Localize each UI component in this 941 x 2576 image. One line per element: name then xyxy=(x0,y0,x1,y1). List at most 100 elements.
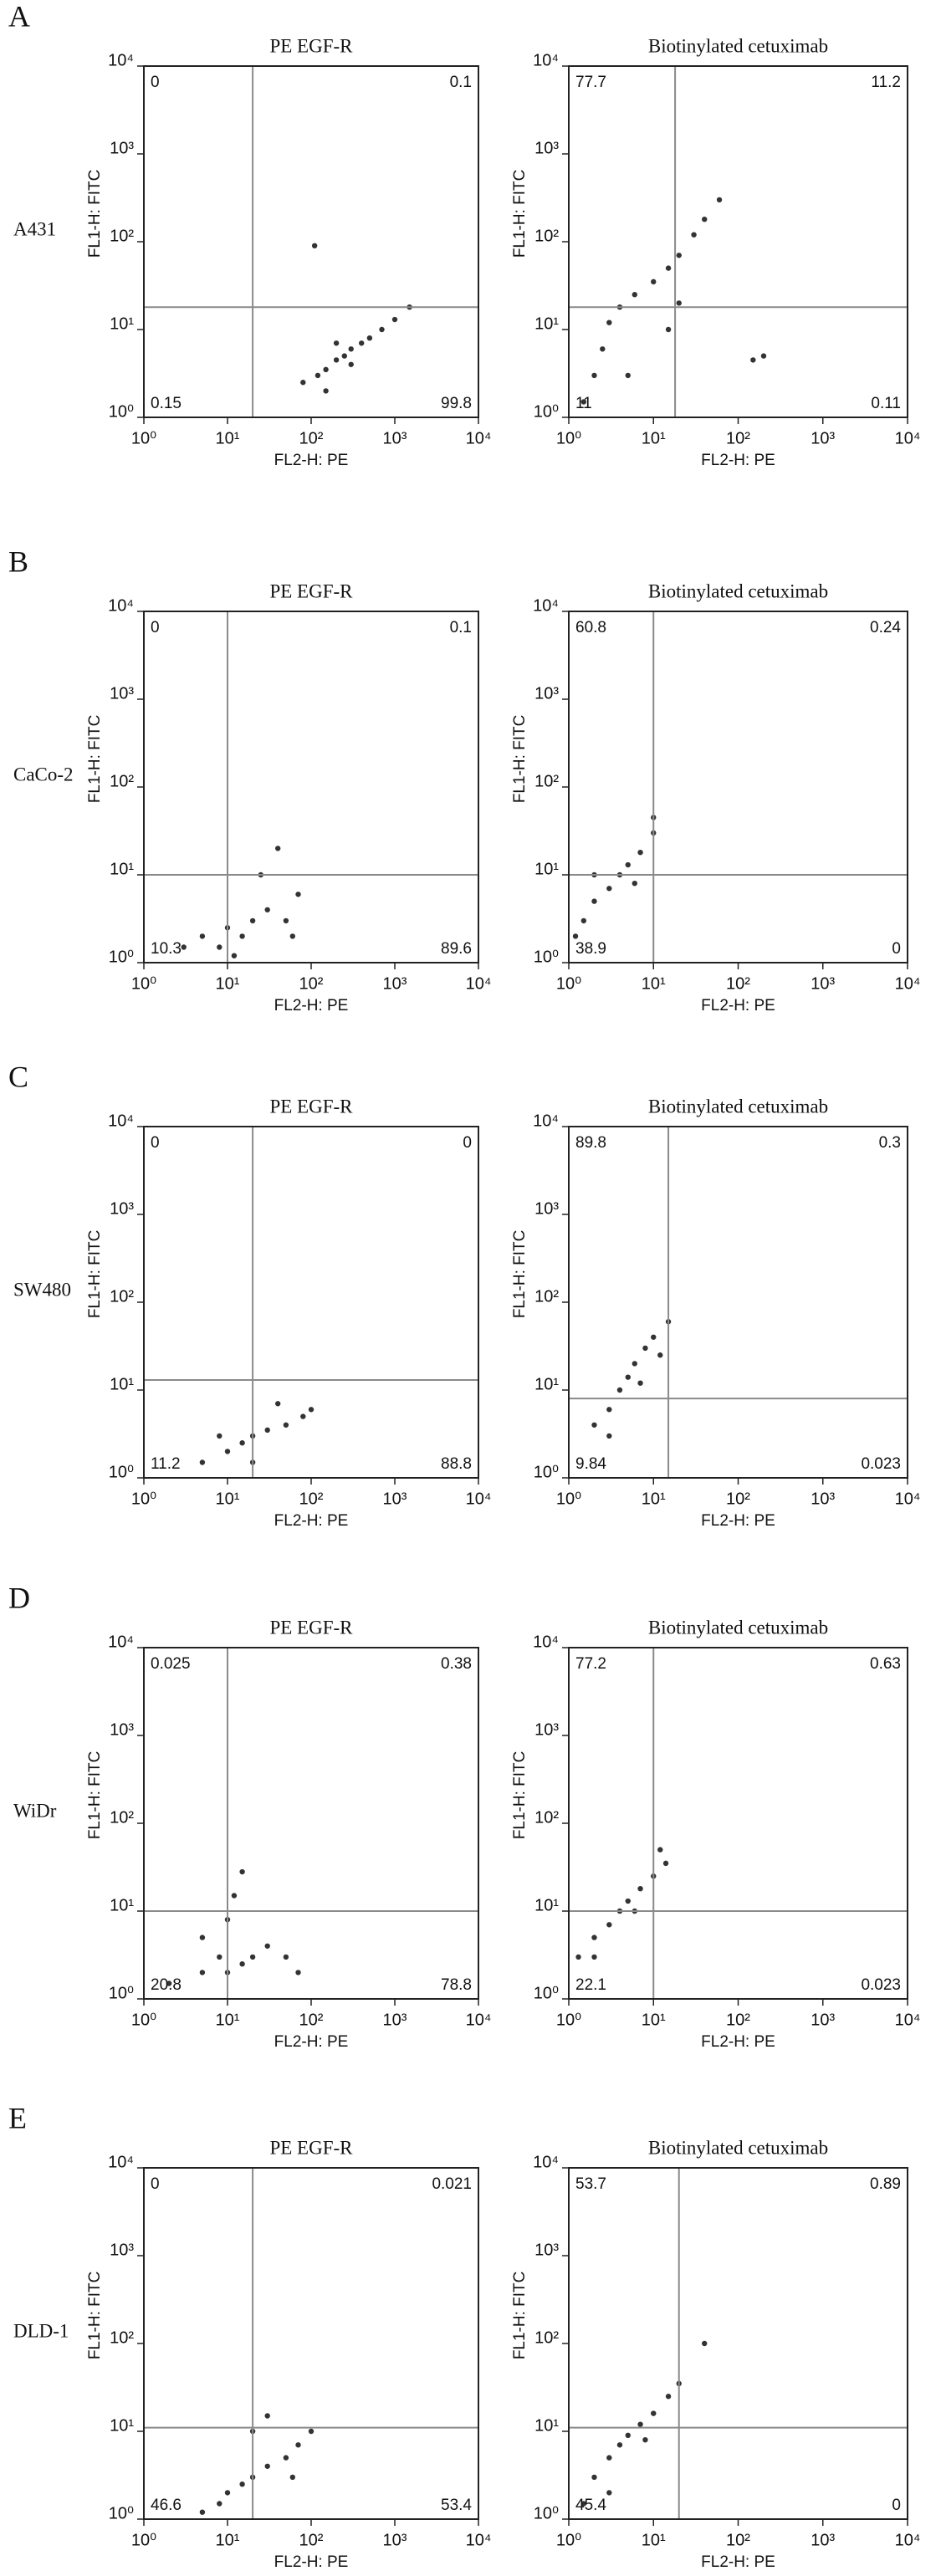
event-point xyxy=(591,372,597,379)
y-tick-label: 10⁰ xyxy=(109,402,134,421)
event-point xyxy=(323,388,329,394)
x-axis-label: FL2-H: PE xyxy=(701,2033,775,2051)
x-tick-label: 10³ xyxy=(383,2531,407,2549)
quadrant-lower-left: 46.6 xyxy=(151,2497,182,2514)
event-point xyxy=(591,1935,597,1940)
event-point xyxy=(625,2432,631,2439)
y-tick-label: 10⁰ xyxy=(534,1463,559,1481)
y-tick-label: 10⁰ xyxy=(109,1984,134,2002)
event-point xyxy=(632,292,637,298)
chart-title: PE EGF-R xyxy=(269,2137,353,2158)
chart-title: Biotinylated cetuximab xyxy=(648,1617,828,1638)
event-point xyxy=(591,1954,597,1960)
y-tick-label: 10⁰ xyxy=(534,1984,559,2002)
y-tick-label: 10² xyxy=(534,227,559,245)
x-tick-label: 10⁴ xyxy=(466,2531,492,2549)
quadrant-lower-left: 45.4 xyxy=(575,2497,606,2514)
event-point xyxy=(580,917,587,924)
x-tick-label: 10⁰ xyxy=(556,1490,581,1508)
x-tick-label: 10⁰ xyxy=(131,2531,156,2549)
event-point xyxy=(264,1427,270,1434)
quadrant-upper-left: 77.7 xyxy=(575,74,606,91)
event-point xyxy=(264,907,270,912)
x-tick-label: 10⁴ xyxy=(895,2531,921,2549)
x-tick-label: 10² xyxy=(299,1490,324,1508)
quadrant-upper-left: 53.7 xyxy=(575,2175,606,2193)
event-point xyxy=(575,1954,581,1960)
y-tick-label: 10¹ xyxy=(110,1896,134,1914)
x-axis-label: FL2-H: PE xyxy=(274,452,349,469)
quadrant-upper-left: 89.8 xyxy=(575,1134,606,1152)
x-tick-label: 10¹ xyxy=(642,429,666,447)
panel-letter: D xyxy=(8,1581,30,1614)
event-point xyxy=(572,933,579,939)
x-tick-label: 10² xyxy=(726,974,750,993)
x-tick-label: 10³ xyxy=(383,429,407,447)
chart-title: Biotinylated cetuximab xyxy=(648,1096,828,1117)
event-point xyxy=(300,380,306,386)
plot-frame xyxy=(568,1126,908,1479)
x-axis-label: FL2-H: PE xyxy=(701,2553,775,2571)
event-point xyxy=(676,253,682,258)
event-point xyxy=(651,2410,657,2416)
y-tick-label: 10³ xyxy=(110,2241,134,2259)
cell-line-label: WiDr xyxy=(13,1801,57,1822)
x-tick-label: 10³ xyxy=(811,2531,835,2549)
y-axis-label: FL1-H: FITC xyxy=(511,1230,529,1319)
plot-frame xyxy=(143,2167,479,2520)
event-point xyxy=(691,232,697,238)
cell-line-label: A431 xyxy=(13,219,56,240)
event-point xyxy=(702,2340,708,2347)
event-point xyxy=(606,886,612,892)
event-point xyxy=(239,933,245,939)
x-tick-label: 10⁰ xyxy=(131,974,156,993)
y-tick-label: 10¹ xyxy=(534,314,559,333)
event-point xyxy=(275,1401,281,1407)
event-point xyxy=(637,1885,643,1892)
y-tick-label: 10¹ xyxy=(534,1375,559,1393)
y-tick-label: 10⁴ xyxy=(108,596,134,615)
x-tick-label: 10³ xyxy=(811,974,835,993)
x-tick-label: 10³ xyxy=(383,1490,407,1508)
quadrant-lower-right: 0 xyxy=(892,2497,901,2514)
quadrant-lower-right: 0.11 xyxy=(871,395,901,412)
event-point xyxy=(600,346,606,352)
event-point xyxy=(625,1374,631,1380)
event-point xyxy=(651,1334,657,1340)
event-point xyxy=(348,361,354,367)
y-tick-label: 10¹ xyxy=(534,1896,559,1914)
event-point xyxy=(348,346,354,352)
x-tick-label: 10⁰ xyxy=(556,429,581,447)
event-point xyxy=(580,399,587,405)
chart-title: PE EGF-R xyxy=(269,1096,353,1117)
y-tick-label: 10⁴ xyxy=(108,51,134,69)
plot-frame xyxy=(143,1647,479,2000)
quadrant-lower-left: 20.8 xyxy=(151,1976,182,1994)
event-point xyxy=(264,2463,270,2469)
event-point xyxy=(311,243,318,249)
plot-frame xyxy=(568,1647,908,2000)
y-tick-label: 10² xyxy=(110,227,134,245)
x-tick-label: 10² xyxy=(299,2531,324,2549)
x-tick-label: 10² xyxy=(299,974,324,993)
quadrant-lower-left: 38.9 xyxy=(575,940,606,958)
event-point xyxy=(249,917,256,924)
y-tick-label: 10² xyxy=(110,772,134,790)
event-point xyxy=(308,1407,315,1413)
event-point xyxy=(289,933,296,939)
x-tick-label: 10² xyxy=(726,2531,750,2549)
x-tick-label: 10⁴ xyxy=(895,2011,921,2029)
event-point xyxy=(323,366,329,373)
event-point xyxy=(632,1361,637,1367)
quadrant-upper-right: 0.021 xyxy=(432,2175,472,2193)
event-point xyxy=(366,335,373,341)
quadrant-lower-left: 0.15 xyxy=(151,395,182,412)
y-tick-label: 10⁰ xyxy=(109,948,134,966)
event-point xyxy=(224,2490,231,2496)
quadrant-upper-left: 60.8 xyxy=(575,619,606,636)
plot-frame xyxy=(568,611,908,963)
x-tick-label: 10⁴ xyxy=(466,2011,492,2029)
event-point xyxy=(231,953,238,958)
event-point xyxy=(580,2501,587,2507)
x-tick-label: 10³ xyxy=(383,2011,407,2029)
